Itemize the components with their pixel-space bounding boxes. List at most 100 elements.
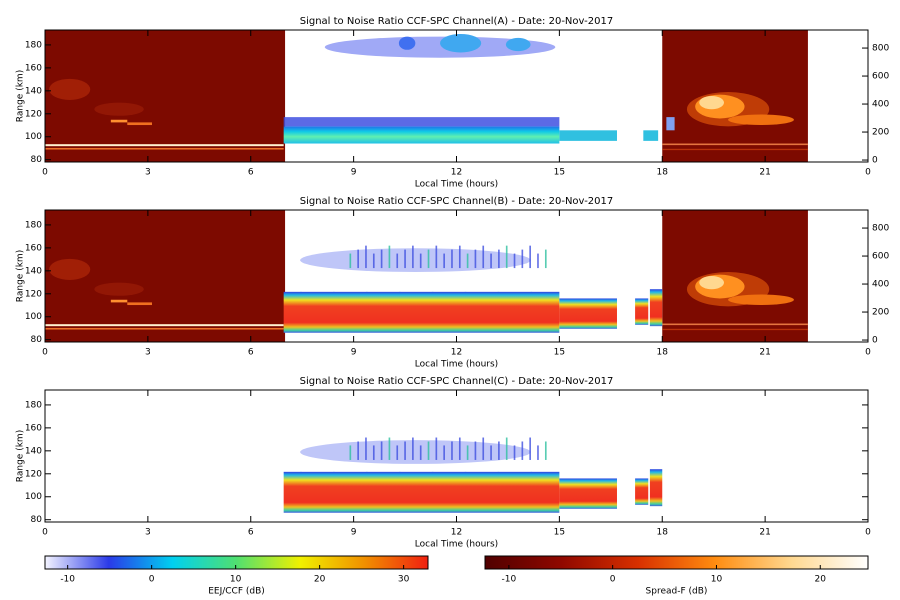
y-tick-label: 120	[25, 289, 42, 299]
x-tick-label: 6	[248, 528, 254, 538]
x-tick-label: 12	[451, 168, 462, 178]
y2-tick-label: 600	[872, 252, 889, 262]
image-patch	[521, 249, 524, 269]
image-patch	[474, 249, 477, 269]
image-patch	[482, 245, 485, 269]
image-patch	[283, 126, 560, 144]
image-patch	[427, 441, 430, 460]
x-tick-label: 0	[865, 528, 871, 538]
image-patch	[357, 441, 359, 460]
image-patch	[349, 253, 352, 269]
image-patch	[699, 96, 724, 110]
image-patch	[404, 249, 406, 269]
colorbar	[484, 555, 869, 570]
x-tick-label: 0	[42, 528, 48, 538]
image-patch	[458, 245, 461, 269]
image-patch	[365, 245, 367, 269]
y-tick-label: 80	[31, 335, 43, 345]
image-patch	[559, 130, 617, 141]
y2-tick-label: 400	[872, 280, 889, 290]
x-tick-label: 6	[248, 348, 254, 358]
image-patch	[324, 36, 556, 58]
image-patch	[649, 289, 663, 327]
image-patch	[49, 78, 91, 100]
y-tick-label: 180	[25, 400, 42, 410]
image-patch	[380, 249, 383, 269]
y-tick-label: 160	[25, 243, 42, 253]
panel-title: Signal to Noise Ratio CCF-SPC Channel(B)…	[300, 196, 614, 207]
x-tick-label: 15	[554, 348, 565, 358]
image-patch	[490, 445, 492, 460]
y2-tick-label: 0	[872, 156, 878, 166]
image-patch	[498, 249, 500, 269]
x-tick-label: 9	[351, 168, 357, 178]
image-patch	[513, 445, 516, 460]
image-patch	[396, 253, 399, 269]
x-tick-label: 3	[145, 528, 151, 538]
image-patch	[49, 258, 91, 280]
y-tick-label: 80	[31, 155, 43, 165]
image-patch	[537, 253, 539, 269]
image-patch	[505, 245, 508, 269]
image-patch	[635, 298, 649, 325]
y-tick-label: 160	[25, 423, 42, 433]
image-patch	[443, 253, 445, 269]
image-patch	[283, 471, 560, 513]
x-tick-label: 9	[351, 528, 357, 538]
image-patch	[544, 441, 547, 460]
image-patch	[635, 478, 649, 505]
image-patch	[412, 245, 414, 269]
y-tick-label: 180	[25, 40, 42, 50]
colorbar-tick-label: 0	[610, 575, 616, 585]
image-patch	[398, 36, 416, 50]
colorbar	[44, 555, 429, 570]
image-patch	[388, 245, 391, 269]
x-tick-label: 3	[145, 168, 151, 178]
y-axis-label: Range (km)	[16, 250, 26, 302]
image-patch	[127, 122, 152, 126]
image-patch	[372, 253, 375, 269]
image-patch	[283, 291, 560, 333]
image-patch	[544, 249, 547, 269]
x-tick-label: 18	[657, 528, 669, 538]
image-patch	[649, 469, 663, 507]
y-tick-label: 100	[25, 492, 42, 502]
image-patch	[662, 328, 808, 331]
x-axis-label: Local Time (hours)	[415, 540, 498, 550]
colorbar-tick-label: 0	[149, 575, 155, 585]
image-patch	[380, 441, 383, 460]
image-patch	[349, 445, 352, 460]
image-patch	[728, 294, 794, 306]
image-patch	[666, 117, 675, 131]
y-tick-label: 140	[25, 86, 42, 96]
image-patch	[45, 148, 284, 150]
image-patch	[300, 248, 531, 273]
image-patch	[300, 440, 531, 464]
panel-title: Signal to Noise Ratio CCF-SPC Channel(C)…	[300, 376, 614, 387]
image-patch	[127, 302, 152, 306]
y2-tick-label: 400	[872, 100, 889, 110]
x-tick-label: 21	[759, 168, 770, 178]
image-patch	[404, 441, 406, 460]
y2-tick-label: 0	[872, 336, 878, 346]
image-patch	[466, 445, 469, 460]
image-patch	[466, 253, 469, 269]
x-tick-label: 18	[657, 348, 669, 358]
y2-tick-label: 800	[872, 224, 889, 234]
y-tick-label: 120	[25, 469, 42, 479]
colorbar-tick-label: 10	[230, 575, 242, 585]
image-patch	[372, 445, 375, 460]
image-patch	[45, 328, 284, 330]
image-patch	[435, 245, 438, 269]
y-tick-label: 160	[25, 63, 42, 73]
x-tick-label: 0	[865, 168, 871, 178]
image-patch	[435, 437, 438, 460]
image-patch	[490, 253, 492, 269]
image-patch	[94, 282, 144, 296]
image-patch	[440, 33, 482, 53]
image-patch	[110, 119, 128, 123]
x-tick-label: 18	[657, 168, 669, 178]
image-patch	[458, 437, 461, 460]
x-tick-label: 15	[554, 168, 565, 178]
